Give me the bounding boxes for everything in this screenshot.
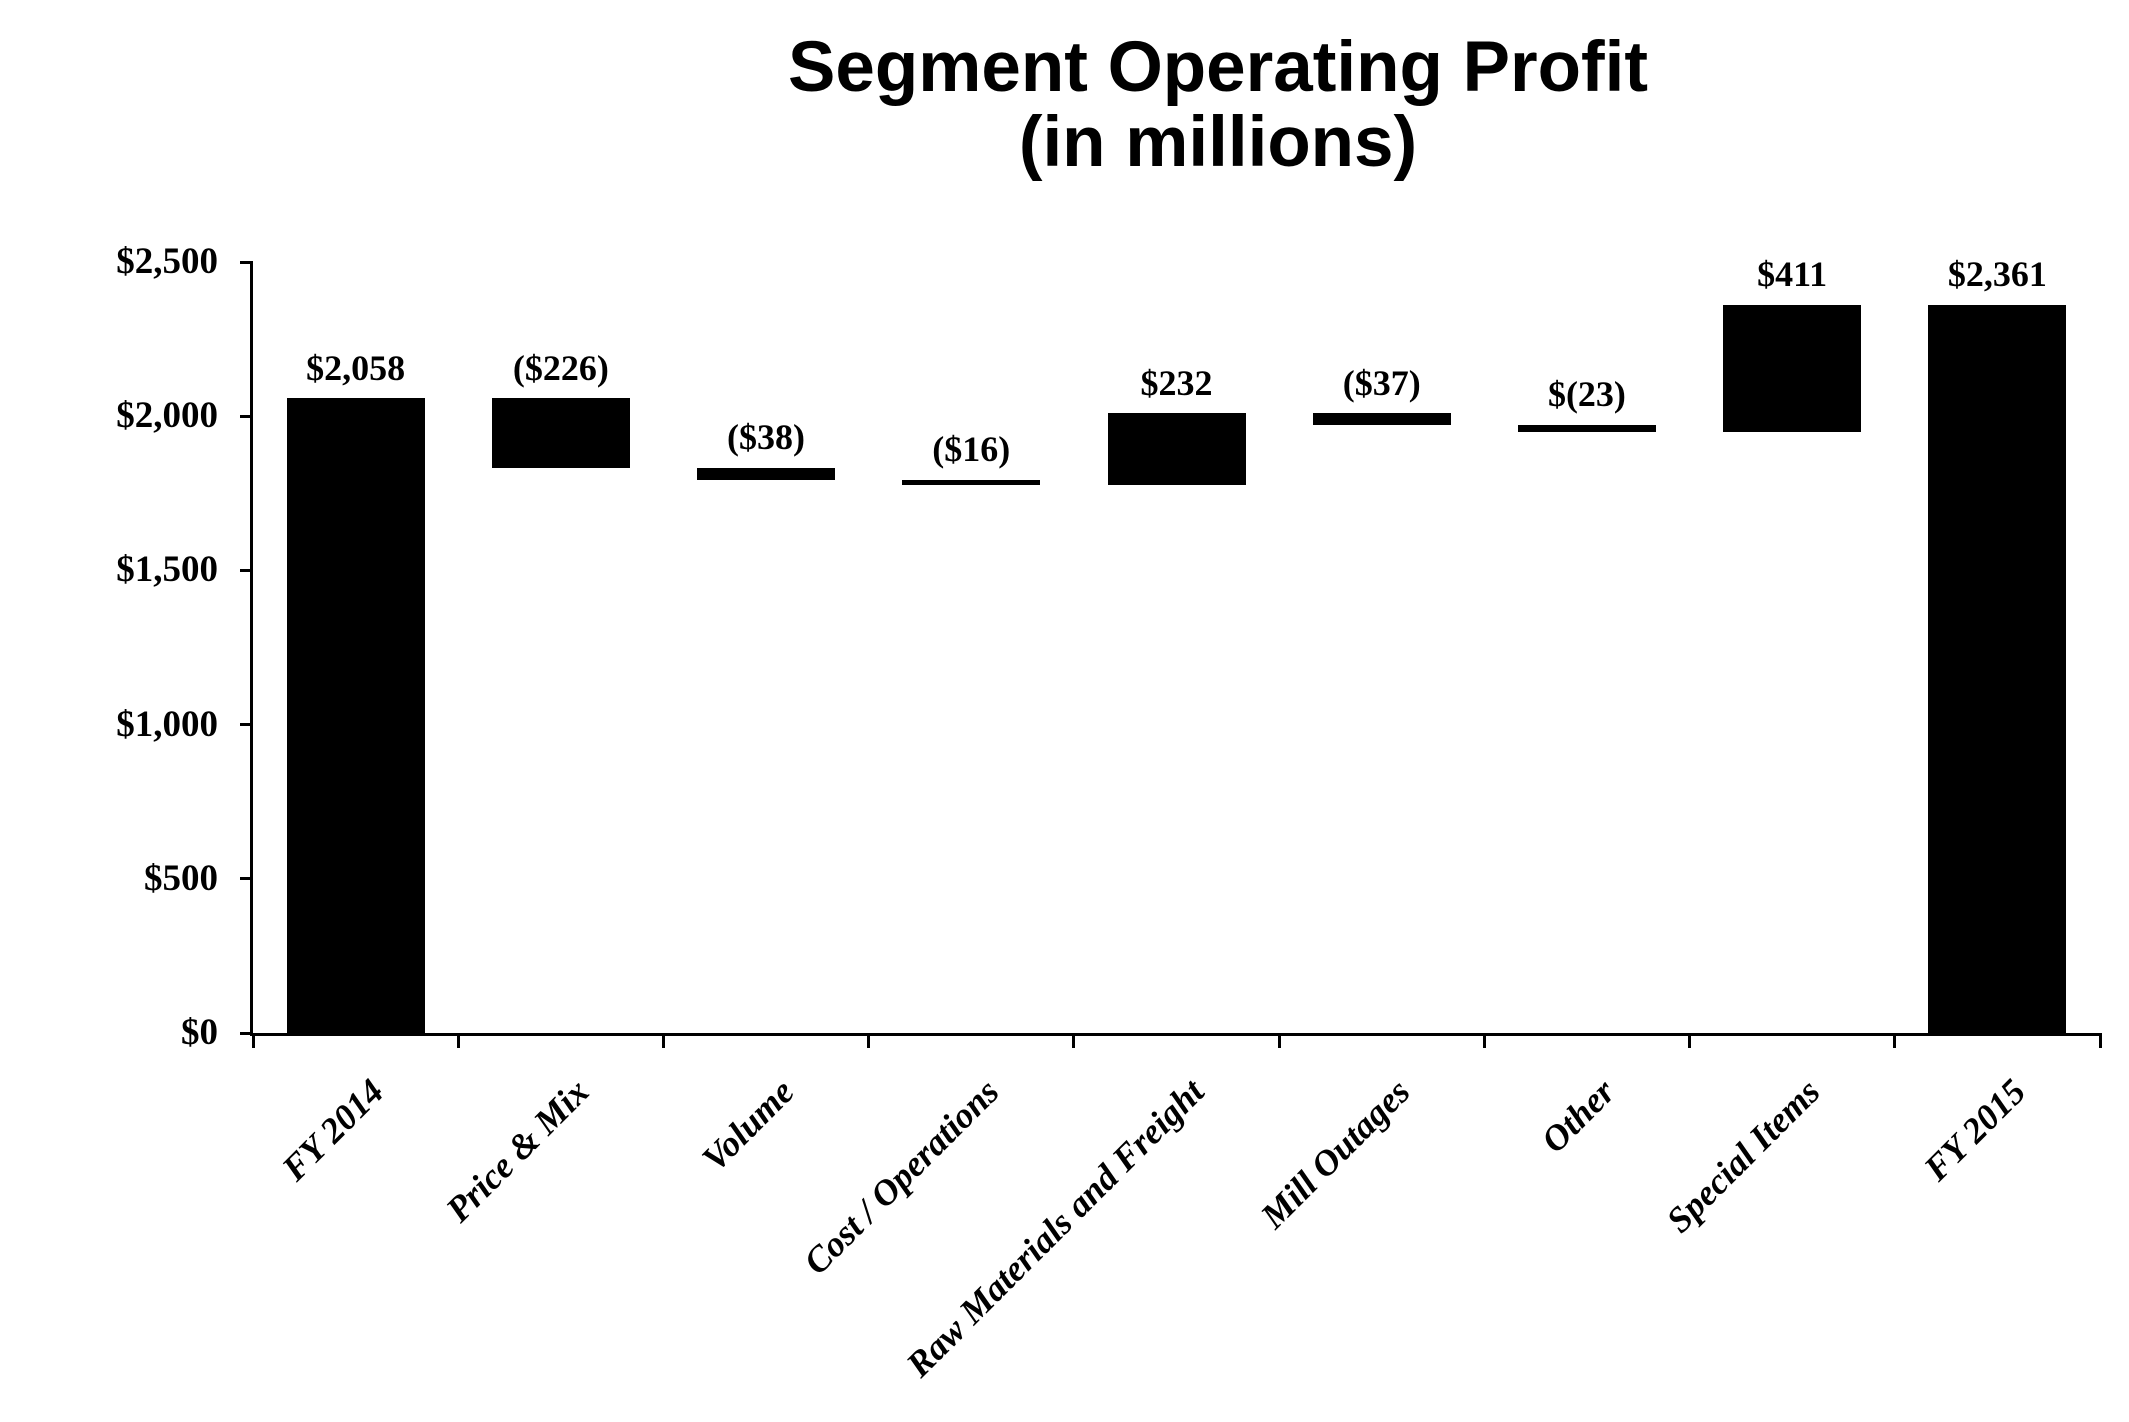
x-axis-tick [1893,1033,1897,1048]
bar [697,468,836,480]
x-axis-category-label: Mill Outages [1252,1071,1418,1237]
bar-value-label: $2,058 [306,347,406,388]
y-axis-tick-label: $1,500 [116,549,218,591]
x-axis-tick [2098,1033,2102,1048]
x-axis-category-label: FY 2015 [1915,1071,2033,1189]
bar-value-label: $232 [1140,362,1213,403]
x-axis-tick [1277,1033,1281,1048]
x-axis-tick [1688,1033,1692,1048]
bar-value-label: ($226) [512,347,609,388]
bar-value-label: $(23) [1547,373,1626,414]
x-axis-tick [251,1033,255,1048]
bar [1723,304,1862,432]
x-axis-category-label: Volume [694,1071,802,1179]
bar-value-label: ($16) [932,429,1011,470]
bar [1517,424,1656,432]
bar [1312,413,1451,425]
bar [286,398,425,1033]
chart-title: Segment Operating Profit (in millions) [766,30,1670,181]
y-axis-tick-label: $2,000 [116,395,218,437]
y-axis-tick-label: $2,500 [116,241,218,282]
x-axis-category-label: Price & Mix [438,1071,597,1230]
y-axis-tick [240,1031,253,1035]
x-axis-category-label: Cost / Operations [796,1071,1007,1283]
y-axis-tick [240,260,253,264]
bar [491,398,630,468]
x-axis-category-label: FY 2014 [274,1071,392,1189]
chart-title-line1: Segment Operating Profit [788,28,1648,107]
bar-value-label: $2,361 [1947,254,2047,295]
chart-title-line2: (in millions) [1018,103,1418,183]
x-axis-tick [661,1033,665,1048]
x-axis-category-label: Special Items [1658,1071,1828,1241]
x-axis-tick [1482,1033,1486,1048]
y-axis-tick-label: $1,000 [116,703,218,745]
bar-value-label: ($38) [727,417,806,458]
y-axis-line [250,262,253,1036]
y-axis-tick-label: $0 [181,1012,218,1053]
y-axis-tick [240,414,253,418]
bar [1107,413,1246,485]
x-axis-tick [456,1033,460,1048]
x-axis-line [250,1033,2100,1036]
x-axis-tick [867,1033,871,1048]
bar-value-label: ($37) [1342,362,1421,403]
bar [1928,304,2067,1033]
x-axis-category-label: Other [1533,1071,1623,1161]
y-axis-tick [240,723,253,727]
y-axis-tick [240,568,253,572]
x-axis-tick [1072,1033,1076,1048]
y-axis-tick-label: $500 [144,857,218,899]
bar-value-label: $411 [1757,254,1828,295]
bar [902,479,1041,485]
y-axis-tick [240,877,253,881]
